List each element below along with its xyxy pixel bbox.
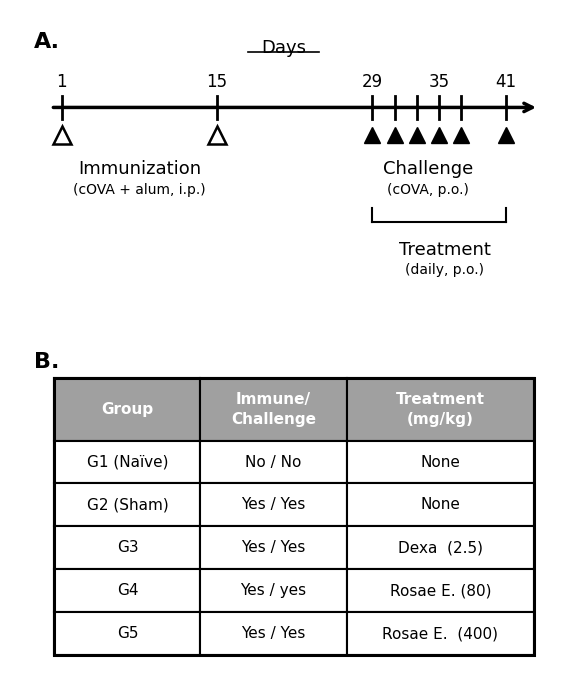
Text: 41: 41 bbox=[495, 73, 516, 92]
Bar bbox=[346, 612, 534, 655]
Bar bbox=[346, 441, 534, 483]
Text: Treatment
(mg/kg): Treatment (mg/kg) bbox=[396, 392, 485, 427]
Text: (cOVA, p.o.): (cOVA, p.o.) bbox=[387, 183, 469, 197]
Text: G5: G5 bbox=[117, 626, 138, 641]
Text: Treatment: Treatment bbox=[399, 241, 490, 258]
Text: 35: 35 bbox=[429, 73, 450, 92]
Bar bbox=[201, 483, 346, 526]
Text: Challenge: Challenge bbox=[383, 160, 473, 178]
Text: Immunization: Immunization bbox=[78, 160, 201, 178]
Bar bbox=[54, 441, 201, 483]
Text: (daily, p.o.): (daily, p.o.) bbox=[405, 264, 484, 277]
Text: G2 (Sham): G2 (Sham) bbox=[87, 498, 168, 513]
Text: G1 (Naïve): G1 (Naïve) bbox=[87, 454, 168, 469]
Bar bbox=[201, 378, 346, 441]
Text: A.: A. bbox=[34, 32, 60, 52]
Bar bbox=[54, 612, 201, 655]
Text: Dexa  (2.5): Dexa (2.5) bbox=[398, 540, 483, 555]
Text: Yes / Yes: Yes / Yes bbox=[242, 540, 306, 555]
Text: Yes / Yes: Yes / Yes bbox=[242, 626, 306, 641]
Bar bbox=[346, 378, 534, 441]
Bar bbox=[54, 378, 201, 441]
Bar bbox=[201, 441, 346, 483]
Text: 29: 29 bbox=[362, 73, 383, 92]
Text: G4: G4 bbox=[117, 583, 138, 598]
Text: None: None bbox=[421, 454, 460, 469]
Bar bbox=[346, 526, 534, 570]
Bar bbox=[54, 570, 201, 612]
Bar bbox=[346, 570, 534, 612]
Text: Immune/
Challenge: Immune/ Challenge bbox=[231, 392, 316, 427]
Text: 1: 1 bbox=[56, 73, 67, 92]
Bar bbox=[201, 570, 346, 612]
Bar bbox=[54, 483, 201, 526]
Text: 15: 15 bbox=[206, 73, 227, 92]
Bar bbox=[346, 483, 534, 526]
Text: None: None bbox=[421, 498, 460, 513]
Text: Group: Group bbox=[101, 402, 154, 417]
Text: G3: G3 bbox=[117, 540, 138, 555]
Bar bbox=[201, 612, 346, 655]
Text: Yes / Yes: Yes / Yes bbox=[242, 498, 306, 513]
Text: Yes / yes: Yes / yes bbox=[240, 583, 307, 598]
Bar bbox=[54, 526, 201, 570]
Text: Rosae E. (80): Rosae E. (80) bbox=[390, 583, 491, 598]
Text: B.: B. bbox=[33, 353, 59, 372]
Text: Days: Days bbox=[261, 39, 306, 56]
Bar bbox=[54, 378, 534, 655]
Bar bbox=[201, 526, 346, 570]
Text: Rosae E.  (400): Rosae E. (400) bbox=[383, 626, 498, 641]
Text: No / No: No / No bbox=[246, 454, 302, 469]
Text: (cOVA + alum, i.p.): (cOVA + alum, i.p.) bbox=[73, 183, 206, 197]
